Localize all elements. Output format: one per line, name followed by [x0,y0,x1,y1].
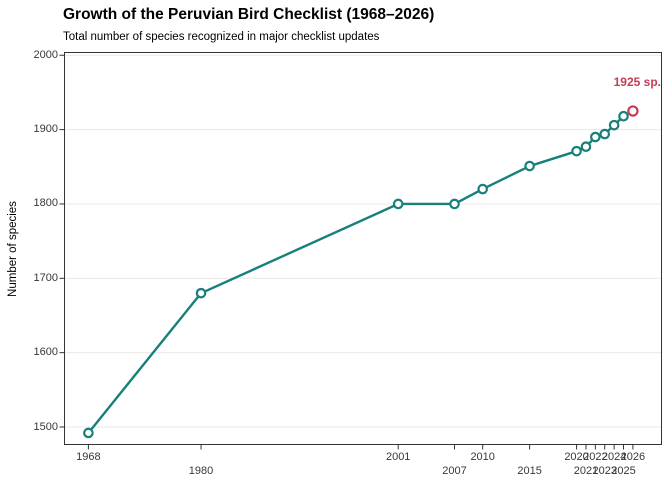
data-point-1968 [83,427,94,439]
data-point-2024 [608,119,620,131]
data-point-2020 [571,145,582,157]
data-point-2025 [618,110,629,122]
data-point-2026-highlight [627,105,639,117]
data-point-2015 [524,160,535,172]
x-tick-label-2010: 2010 [470,451,495,463]
x-tick-label-2015: 2015 [517,465,542,477]
x-tick-label-2026: 2026 [620,451,646,463]
highlight-annotation: 1925 sp. [613,75,661,89]
y-tick-label-1500: 1500 [33,420,58,433]
chart-title: Growth of the Peruvian Bird Checklist (1… [63,6,435,23]
data-point-2021 [580,141,592,153]
x-tick-label-2025: 2025 [611,465,636,477]
x-tick-label-2001: 2001 [385,451,411,463]
x-tick-label-1980: 1980 [188,465,214,477]
data-point-2010 [477,183,488,195]
y-tick-label-1600: 1600 [33,346,58,359]
panel-border [64,52,662,445]
x-tick-label-2022: 2022 [583,451,608,463]
y-tick-label-1700: 1700 [33,271,58,284]
x-tick-label-2023: 2023 [592,465,617,477]
data-point-1980 [195,287,207,299]
y-tick-label-1900: 1900 [33,123,58,136]
data-point-2022 [590,131,601,143]
checklist-line [87,109,635,435]
x-tick-label-1968: 1968 [76,451,101,463]
data-point-2001 [392,198,404,210]
x-tick-label-2020: 2020 [564,451,589,463]
data-point-2023 [599,128,611,140]
y-tick-label-1800: 1800 [33,197,58,210]
y-tick-label-2000: 2000 [33,48,58,61]
data-point-2007 [449,198,460,210]
chart-subtitle: Total number of species recognized in ma… [63,31,380,43]
x-tick-label-2021: 2021 [573,465,599,477]
x-tick-label-2024: 2024 [601,451,627,463]
x-tick-label-2007: 2007 [442,465,467,477]
